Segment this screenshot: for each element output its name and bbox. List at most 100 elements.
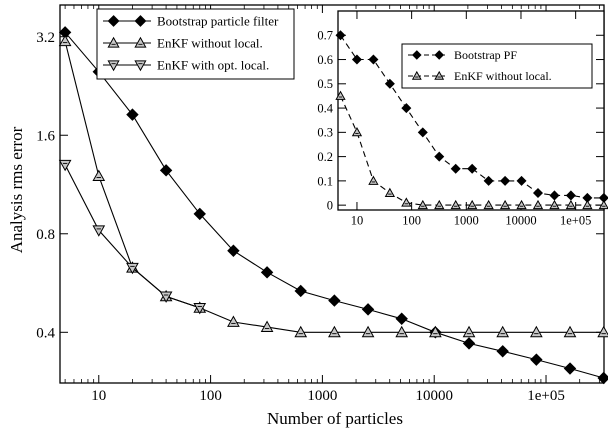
data-point-2 [126, 262, 139, 275]
data-point-1 [582, 199, 593, 210]
data-point-0 [530, 353, 543, 366]
data-point-0 [496, 345, 509, 358]
data-point-0 [126, 108, 139, 121]
data-point-0 [434, 151, 445, 162]
legend-marker-2 [134, 60, 147, 72]
y-tick-label: 0.3 [317, 126, 333, 140]
y-tick-label: 0.4 [317, 101, 333, 115]
data-point-1 [462, 325, 476, 338]
data-point-0 [597, 371, 608, 385]
legend-label-0: Bootstrap PF [454, 48, 517, 62]
y-tick-label: 0.6 [317, 53, 333, 67]
legend-marker-0 [412, 50, 422, 60]
data-point-1 [434, 199, 445, 210]
data-point-2 [92, 225, 106, 237]
inset-plot: 10 100 1000 10000 1e+05 0 0.1 0.2 0.3 0.4 0.5 0.6 0.… [317, 10, 608, 228]
data-point-0 [193, 207, 206, 221]
data-point-1 [294, 325, 308, 338]
x-tick-label: 10000 [415, 388, 453, 404]
legend-marker-0 [134, 15, 147, 27]
data-point-1 [598, 199, 608, 210]
legend-marker-2 [107, 60, 120, 72]
data-point-1 [260, 320, 274, 332]
data-point-2 [58, 159, 72, 172]
y-tick-label: 0.1 [317, 174, 333, 188]
data-point-1 [417, 199, 428, 210]
y-tick-label: 0.2 [317, 150, 333, 164]
legend-box [401, 43, 593, 89]
legend-marker-1 [107, 36, 120, 48]
data-point-0 [417, 127, 428, 138]
data-point-1 [351, 127, 363, 137]
series-line-0 [340, 34, 604, 199]
data-point-0 [351, 54, 362, 65]
data-point-0 [532, 188, 544, 199]
x-tick-label: 10000 [505, 214, 536, 228]
y-axis-label: Analysis rms error [7, 126, 26, 253]
plot-frame [337, 10, 605, 211]
data-point-1 [467, 199, 478, 210]
data-point-1 [563, 325, 577, 338]
data-point-1 [328, 325, 341, 338]
legend-marker-1 [434, 70, 445, 80]
x-axis-label: Number of particles [267, 409, 403, 428]
data-point-2 [159, 291, 173, 303]
x-tick-label: 100 [402, 214, 421, 228]
y-tick-label: 1.6 [36, 128, 55, 144]
data-point-0 [549, 190, 560, 201]
data-point-1 [361, 325, 375, 338]
data-point-1 [549, 199, 560, 210]
x-tick-label: 10 [91, 388, 106, 404]
data-point-2 [193, 302, 207, 315]
x-tick-label: 1000 [307, 388, 337, 404]
legend-marker-1 [411, 70, 422, 80]
data-point-0 [500, 175, 511, 186]
data-point-0 [462, 337, 476, 350]
data-point-0 [450, 163, 461, 174]
data-point-0 [361, 303, 375, 316]
x-tick-label: 1e+05 [527, 388, 565, 404]
data-point-0 [335, 30, 346, 41]
y-tick-label: 0.7 [317, 29, 333, 43]
data-point-0 [565, 190, 576, 201]
x-tick-label: 1000 [454, 214, 479, 228]
data-point-0 [294, 284, 307, 298]
data-point-1 [401, 197, 412, 207]
data-point-0 [401, 103, 412, 114]
data-point-1 [58, 34, 72, 47]
data-point-1 [368, 175, 379, 185]
y-tick-label: 0 [327, 199, 333, 213]
legend-marker-0 [434, 50, 444, 60]
data-point-1 [597, 325, 608, 338]
data-point-0 [368, 54, 379, 65]
legend-label-0: Bootstrap particle filter [157, 14, 279, 29]
y-tick-label: 0.8 [36, 227, 55, 243]
y-tick-label: 3.2 [36, 30, 55, 46]
data-point-0 [328, 294, 341, 307]
data-point-0 [159, 164, 173, 177]
data-point-1 [565, 199, 577, 210]
data-point-1 [496, 325, 510, 338]
y-tick-label: 0.4 [36, 326, 55, 342]
data-point-1 [395, 325, 409, 338]
legend-label-1: EnKF without local. [157, 36, 263, 51]
data-point-1 [532, 199, 544, 210]
data-point-1 [384, 187, 396, 197]
data-point-1 [92, 169, 106, 182]
x-tick-label: 100 [199, 388, 222, 404]
legend-marker-0 [107, 15, 120, 27]
data-point-0 [227, 244, 240, 257]
data-point-0 [395, 312, 408, 325]
data-point-1 [516, 199, 527, 210]
data-point-1 [529, 325, 543, 338]
series-line-1 [339, 95, 604, 206]
data-point-0 [260, 266, 274, 279]
legend-label-2: EnKF with opt. local. [157, 58, 269, 73]
data-point-0 [516, 175, 527, 186]
legend-marker-1 [134, 36, 147, 48]
data-point-0 [467, 163, 478, 174]
data-point-1 [227, 315, 240, 327]
x-tick-label: 10 [351, 214, 364, 228]
y-tick-label: 0.5 [317, 77, 333, 91]
